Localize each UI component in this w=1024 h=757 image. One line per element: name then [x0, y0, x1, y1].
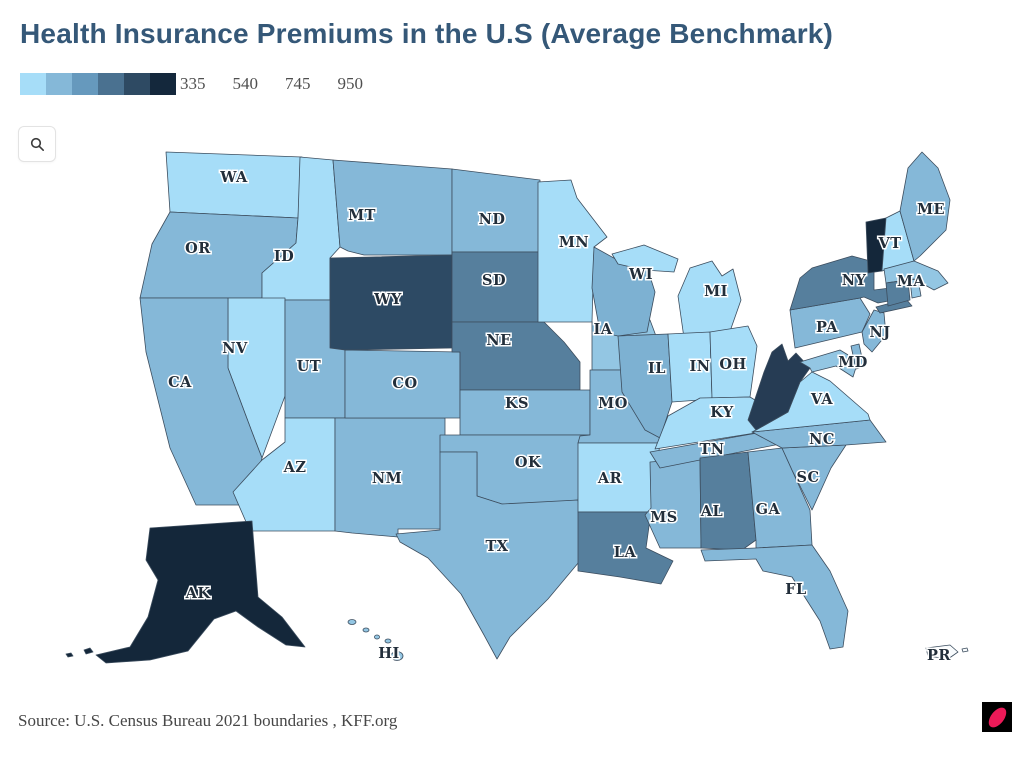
- state-label-WA: WA: [219, 169, 248, 186]
- state-label-TN: TN: [699, 441, 724, 458]
- legend-tick-label: 745: [285, 74, 311, 93]
- state-label-MO: MO: [598, 395, 628, 412]
- state-HI[interactable]: [347, 619, 357, 625]
- publisher-logo[interactable]: [982, 702, 1012, 732]
- magnifier-icon: [30, 137, 44, 151]
- state-MI[interactable]: [677, 260, 742, 339]
- state-HI[interactable]: [362, 627, 370, 633]
- state-label-MT: MT: [348, 207, 376, 224]
- state-label-NY: NY: [842, 272, 867, 289]
- state-label-MI: MI: [704, 283, 728, 300]
- state-label-KY: KY: [710, 404, 734, 421]
- legend-tick-label: 540: [232, 74, 259, 93]
- state-label-SC: SC: [796, 469, 819, 486]
- state-label-PR: PR: [927, 647, 951, 664]
- source-note: Source: U.S. Census Bureau 2021 boundari…: [18, 711, 398, 730]
- state-ME[interactable]: [899, 151, 951, 262]
- state-label-IA: IA: [593, 321, 612, 338]
- state-label-ID: ID: [274, 248, 294, 265]
- state-NJ[interactable]: [861, 309, 887, 353]
- state-label-TX: TX: [485, 538, 508, 555]
- state-label-VT: VT: [877, 235, 901, 252]
- state-label-FL: FL: [785, 581, 807, 598]
- state-MS[interactable]: [644, 457, 702, 549]
- state-AL[interactable]: [699, 451, 757, 551]
- state-label-OH: OH: [719, 356, 746, 373]
- state-label-HI: HI: [378, 645, 399, 662]
- color-legend: 335 540 745 950: [20, 73, 390, 95]
- state-label-CO: CO: [392, 375, 417, 392]
- state-OH[interactable]: [709, 325, 758, 399]
- state-label-NC: NC: [809, 431, 835, 448]
- state-label-ND: ND: [479, 211, 506, 228]
- state-label-WI: WI: [628, 266, 653, 283]
- state-label-MA: MA: [897, 273, 926, 290]
- state-MI-upper[interactable]: [611, 244, 679, 273]
- state-RI[interactable]: [909, 278, 922, 299]
- legend-swatch: [98, 73, 124, 95]
- state-label-KS: KS: [505, 395, 529, 412]
- state-label-PA: PA: [816, 319, 838, 336]
- state-DE[interactable]: [850, 343, 865, 370]
- state-label-IL: IL: [648, 360, 666, 377]
- state-label-ME: ME: [917, 201, 945, 218]
- state-AK[interactable]: [65, 520, 306, 664]
- zoom-button[interactable]: [18, 126, 56, 162]
- state-HI[interactable]: [374, 634, 380, 640]
- state-label-SD: SD: [482, 272, 506, 289]
- state-label-VA: VA: [810, 391, 834, 408]
- state-label-OR: OR: [185, 240, 211, 257]
- state-MN[interactable]: [537, 179, 608, 323]
- state-NY[interactable]: [789, 255, 911, 311]
- state-label-WY: WY: [373, 291, 402, 308]
- legend-swatch: [46, 73, 72, 95]
- state-label-LA: LA: [614, 544, 637, 561]
- state-label-NM: NM: [372, 470, 402, 487]
- state-label-AR: AR: [597, 470, 623, 487]
- state-label-NE: NE: [486, 332, 511, 349]
- state-HI[interactable]: [384, 638, 392, 644]
- legend-color-bar: [20, 73, 176, 95]
- legend-swatch: [72, 73, 98, 95]
- state-label-NV: NV: [222, 340, 248, 357]
- state-label-GA: GA: [756, 501, 781, 518]
- state-TX[interactable]: [395, 451, 585, 660]
- state-label-AL: AL: [700, 503, 723, 520]
- state-label-AK: AK: [185, 585, 212, 602]
- legend-swatch: [150, 73, 176, 95]
- legend-tick-label: 950: [337, 74, 364, 93]
- state-label-MN: MN: [559, 234, 589, 251]
- legend-tick-label: 335: [180, 74, 206, 93]
- state-label-MD: MD: [838, 354, 868, 371]
- state-label-UT: UT: [297, 358, 321, 375]
- state-NE[interactable]: [451, 321, 581, 391]
- logo-dot-icon: [984, 703, 1010, 731]
- page-title: Health Insurance Premiums in the U.S (Av…: [20, 18, 834, 49]
- state-label-CA: CA: [168, 374, 192, 391]
- state-label-NJ: NJ: [869, 324, 890, 341]
- legend-swatch: [124, 73, 150, 95]
- state-HI[interactable]: [390, 651, 404, 661]
- state-MD[interactable]: [799, 349, 859, 378]
- state-FL[interactable]: [700, 544, 849, 650]
- state-label-OK: OK: [515, 454, 542, 471]
- state-PR[interactable]: [925, 644, 969, 660]
- legend-labels: 335 540 745 950: [180, 73, 390, 95]
- state-label-IN: IN: [689, 358, 710, 375]
- state-WV[interactable]: [747, 343, 811, 431]
- legend-swatch: [20, 73, 46, 95]
- state-label-MS: MS: [650, 509, 678, 526]
- state-CT[interactable]: [885, 279, 911, 307]
- state-label-AZ: AZ: [283, 459, 307, 476]
